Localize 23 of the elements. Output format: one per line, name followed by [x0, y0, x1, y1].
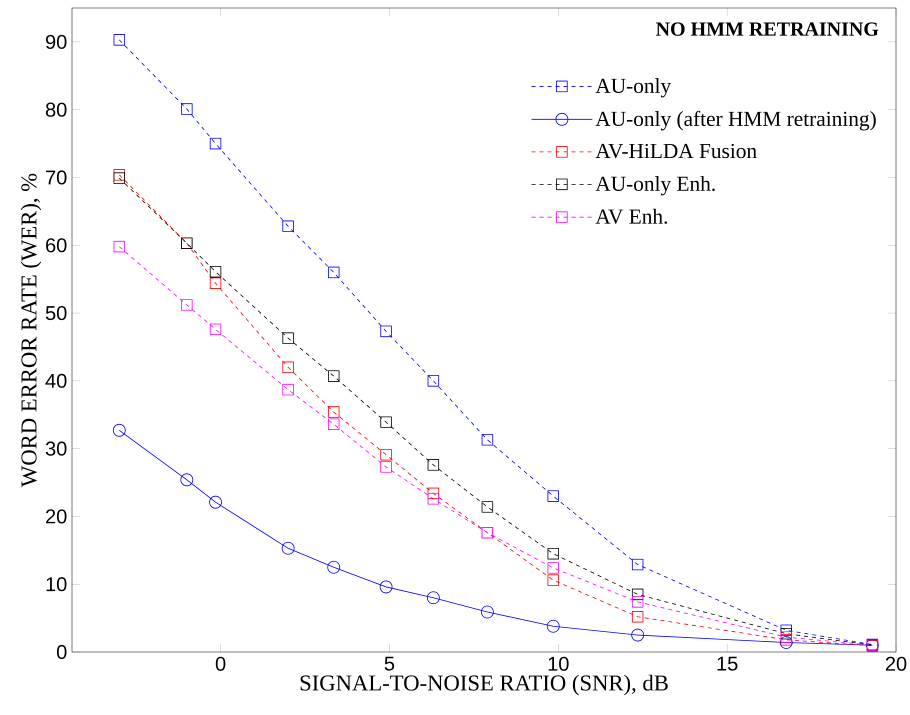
legend-label: AV Enh.: [596, 208, 668, 224]
x-tick-label: 15: [718, 656, 738, 671]
legend-label: AV-HiLDA Fusion: [596, 144, 757, 158]
y-tick-label: 90: [46, 34, 66, 49]
legend-label: AU-only Enh.: [596, 176, 715, 196]
y-tick-label: 80: [46, 102, 66, 117]
x-tick-label: 10: [548, 656, 569, 671]
x-tick-label: 20: [886, 656, 906, 671]
y-tick-label: 60: [46, 238, 66, 252]
x-tick-label: 5: [384, 656, 394, 671]
y-tick-label: 40: [46, 374, 66, 388]
y-tick-label: 70: [46, 170, 66, 185]
y-axis-title: WORD ERROR RATE (WER), %: [20, 174, 42, 488]
text: NO HMM RETRAINING: [656, 22, 878, 36]
legend-label: AU-only (after HMM retraining): [596, 110, 876, 130]
x-tick-label: 0: [216, 656, 226, 671]
legend-label: AU-only: [596, 78, 672, 98]
x-axis-title: SIGNAL-TO-NOISE RATIO (SNR), dB: [300, 674, 668, 696]
y-tick-label: 50: [46, 306, 66, 320]
y-tick-label: 20: [46, 509, 66, 524]
y-tick-label: 0: [56, 644, 66, 660]
y-tick-label: 10: [46, 577, 66, 592]
y-tick-label: 30: [46, 442, 66, 456]
